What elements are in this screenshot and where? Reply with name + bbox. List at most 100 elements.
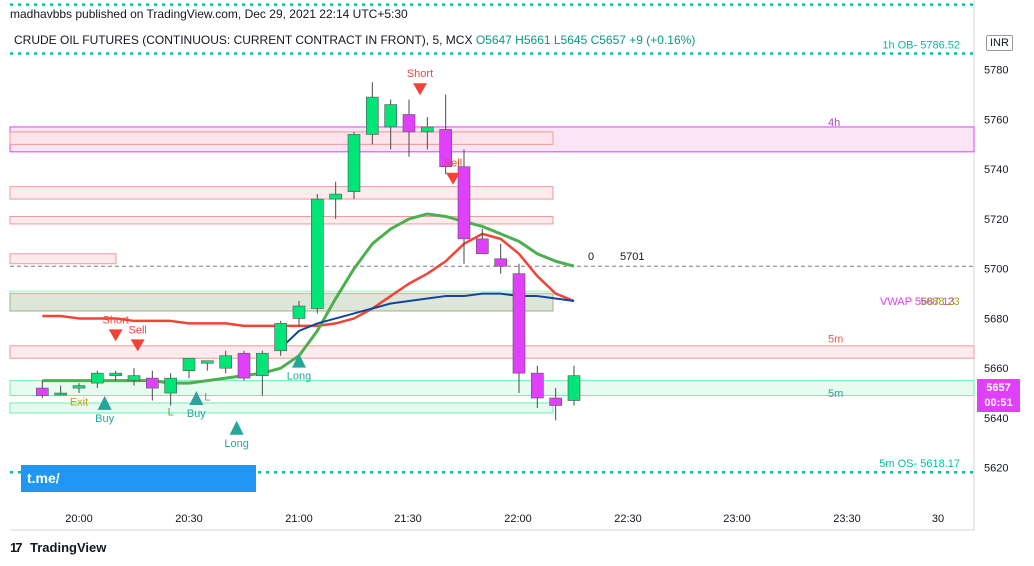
candle bbox=[402, 99, 416, 157]
ohlc-values: O5647 H5661 L5645 C5657 bbox=[475, 33, 626, 47]
red-ma-line bbox=[42, 232, 575, 328]
candle bbox=[237, 350, 251, 381]
zone-1 bbox=[9, 131, 554, 145]
level-label-2: 5m OS- 5618.17 bbox=[879, 458, 960, 470]
short-arrow-icon bbox=[108, 329, 123, 342]
x-tick-7: 23:30 bbox=[833, 513, 861, 525]
currency-badge[interactable]: INR bbox=[986, 35, 1013, 51]
candle bbox=[201, 360, 214, 371]
marker-10: L bbox=[168, 406, 174, 418]
candle-layer bbox=[36, 82, 581, 421]
candle bbox=[146, 370, 159, 401]
candle bbox=[439, 94, 452, 175]
zone-label-1: 5m bbox=[828, 333, 843, 345]
level-label-0: 5m OB- 5806.19 bbox=[879, 0, 960, 3]
brand-name: TradingView bbox=[30, 540, 107, 555]
y-tick-5: 5720 bbox=[984, 214, 1008, 226]
x-tick-0: 20:00 bbox=[65, 513, 93, 525]
candle-body bbox=[494, 258, 507, 267]
long-arrow-icon bbox=[229, 420, 244, 435]
candle-body bbox=[219, 355, 232, 369]
candle-body bbox=[366, 96, 379, 135]
candle bbox=[366, 82, 379, 145]
long-arrow-icon bbox=[97, 395, 112, 410]
candle-body bbox=[384, 104, 397, 128]
candle bbox=[274, 320, 287, 356]
short-arrow-icon bbox=[413, 83, 427, 96]
candle-body bbox=[91, 372, 104, 384]
vwap-label: VWAP 5687.13 bbox=[880, 296, 955, 308]
candle-body bbox=[146, 377, 159, 389]
y-tick-2: 5660 bbox=[984, 363, 1008, 375]
candle bbox=[109, 370, 122, 381]
y-tick-7: 5760 bbox=[984, 114, 1008, 126]
zone-8 bbox=[9, 380, 975, 397]
candle bbox=[512, 263, 526, 394]
candle bbox=[219, 350, 232, 374]
marker-8: Buy bbox=[187, 408, 206, 420]
vwap-overlap-label: 5688.23 bbox=[920, 296, 960, 308]
candle-body bbox=[201, 360, 214, 364]
marker-3: Sell bbox=[128, 324, 146, 336]
candle-body bbox=[237, 352, 251, 379]
marker-7: Exit bbox=[70, 396, 88, 408]
marker-4: Long bbox=[287, 371, 311, 383]
chart-background bbox=[10, 0, 975, 531]
candle-body bbox=[476, 238, 489, 255]
candle bbox=[127, 368, 141, 386]
candle bbox=[567, 365, 581, 406]
x-tick-2: 21:00 bbox=[285, 513, 313, 525]
candle bbox=[457, 149, 471, 264]
symbol-title: CRUDE OIL FUTURES (CONTINUOUS: CURRENT C… bbox=[14, 33, 473, 47]
x-tick-6: 23:00 bbox=[723, 513, 751, 525]
candle-body bbox=[439, 129, 452, 168]
y-tick-0: 5620 bbox=[984, 463, 1008, 475]
bar-timer: 00:51 bbox=[984, 397, 1013, 409]
candle bbox=[164, 373, 177, 406]
zone-label-0: 4h bbox=[828, 117, 840, 129]
candle bbox=[36, 380, 49, 399]
candle bbox=[384, 99, 397, 150]
zone-6 bbox=[9, 290, 554, 312]
short-arrow-icon bbox=[446, 172, 460, 185]
zone-2 bbox=[9, 186, 554, 200]
axis-layer: 5620 5640 5660 5680 5700 5720 5740 5760 5780 20:0… bbox=[65, 65, 1008, 525]
candle-body bbox=[549, 397, 562, 406]
x-tick-5: 22:30 bbox=[614, 513, 642, 525]
candle bbox=[494, 243, 507, 274]
dashed-level-left-label: 0 bbox=[588, 251, 594, 263]
candle bbox=[549, 388, 562, 421]
candle-body bbox=[256, 352, 269, 376]
candle bbox=[54, 385, 67, 396]
marker-2: Short bbox=[103, 314, 129, 326]
watermark-banner: t.me/™VMSTTradingViewIndicators bbox=[21, 465, 256, 513]
marker-0: Short bbox=[407, 68, 433, 80]
x-tick-4: 22:00 bbox=[504, 513, 532, 525]
candle bbox=[531, 365, 544, 408]
candle-body bbox=[531, 372, 544, 399]
last-price-tag: 5657 00:51 bbox=[977, 379, 1020, 412]
x-tick-3: 21:30 bbox=[394, 513, 422, 525]
marker-5: Long bbox=[224, 438, 248, 450]
plot-area bbox=[10, 20, 974, 500]
tradingview-logo[interactable]: 17 TradingView bbox=[10, 540, 106, 555]
long-arrow-icon bbox=[189, 390, 204, 405]
y-tick-6: 5740 bbox=[984, 164, 1008, 176]
y-tick-3: 5680 bbox=[984, 313, 1008, 325]
candle bbox=[347, 131, 361, 200]
candle-body bbox=[512, 273, 526, 374]
symbol-line: CRUDE OIL FUTURES (CONTINUOUS: CURRENT C… bbox=[14, 33, 695, 47]
candle-body bbox=[109, 372, 122, 376]
level-label-1: 1h OB- 5786.52 bbox=[882, 40, 960, 52]
zone-label-2: 5m bbox=[828, 388, 843, 400]
marker-9: L bbox=[204, 392, 210, 404]
price-change: +9 (+0.16%) bbox=[629, 33, 696, 47]
long-arrow-icon bbox=[292, 353, 306, 368]
candle bbox=[182, 357, 196, 379]
candle-body bbox=[329, 193, 342, 200]
dashed-level-value-label: 5701 bbox=[620, 251, 644, 263]
y-tick-4: 5700 bbox=[984, 264, 1008, 276]
candle bbox=[311, 194, 324, 314]
zone-4 bbox=[9, 253, 117, 265]
